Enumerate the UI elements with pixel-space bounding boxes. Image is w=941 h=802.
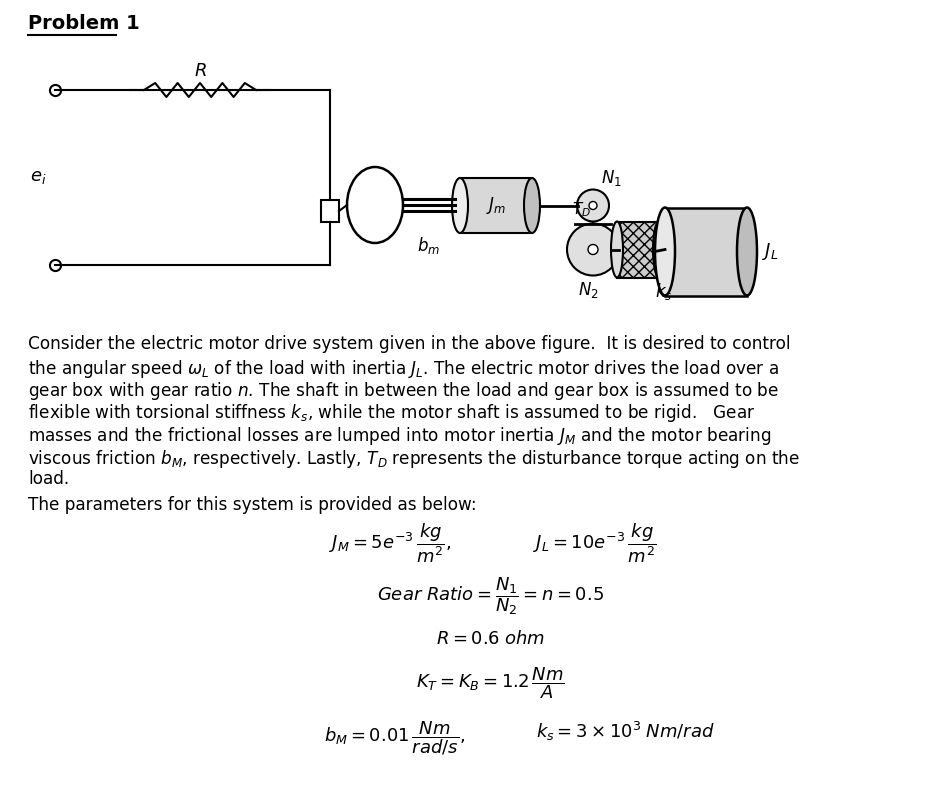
Text: $J_L$: $J_L$ xyxy=(762,241,778,262)
Text: $J_L = 10e^{-3}\,\dfrac{kg}{m^2}$: $J_L = 10e^{-3}\,\dfrac{kg}{m^2}$ xyxy=(534,521,657,565)
Circle shape xyxy=(588,245,598,254)
Text: Problem 1: Problem 1 xyxy=(28,14,140,33)
Circle shape xyxy=(577,189,609,221)
Ellipse shape xyxy=(653,221,665,277)
Text: $b_M = 0.01\,\dfrac{Nm}{rad/s},$: $b_M = 0.01\,\dfrac{Nm}{rad/s},$ xyxy=(325,719,466,757)
Text: $R = 0.6\; ohm$: $R = 0.6\; ohm$ xyxy=(436,630,545,647)
Bar xyxy=(665,208,747,295)
Text: load.: load. xyxy=(28,470,70,488)
Circle shape xyxy=(589,201,597,209)
Text: masses and the frictional losses are lumped into motor inertia $J_M$ and the mot: masses and the frictional losses are lum… xyxy=(28,425,772,447)
Text: $b_m$: $b_m$ xyxy=(418,235,440,256)
Text: $N_2$: $N_2$ xyxy=(578,280,598,299)
Bar xyxy=(321,200,339,222)
Text: $J_M = 5e^{-3}\,\dfrac{kg}{m^2},$: $J_M = 5e^{-3}\,\dfrac{kg}{m^2},$ xyxy=(329,521,451,565)
Text: viscous friction $b_M$, respectively. Lastly, $T_D$ represents the disturbance t: viscous friction $b_M$, respectively. La… xyxy=(28,448,800,469)
Text: Consider the electric motor drive system given in the above figure.  It is desir: Consider the electric motor drive system… xyxy=(28,335,790,353)
Ellipse shape xyxy=(452,178,468,233)
Text: gear box with gear ratio $n$. The shaft in between the load and gear box is assu: gear box with gear ratio $n$. The shaft … xyxy=(28,380,779,402)
Text: $k_s = 3 \times 10^3\; Nm/rad$: $k_s = 3 \times 10^3\; Nm/rad$ xyxy=(535,719,714,743)
Text: $k_s$: $k_s$ xyxy=(655,281,673,302)
Bar xyxy=(460,178,532,233)
Text: the angular speed $\omega_L$ of the load with inertia $J_L$. The electric motor : the angular speed $\omega_L$ of the load… xyxy=(28,358,779,379)
Circle shape xyxy=(567,224,619,276)
Ellipse shape xyxy=(347,167,403,243)
Text: $J_m$: $J_m$ xyxy=(486,195,506,216)
Text: $T_D$: $T_D$ xyxy=(572,200,591,220)
Ellipse shape xyxy=(655,208,675,295)
Text: flexible with torsional stiffness $k_s$, while the motor shaft is assumed to be : flexible with torsional stiffness $k_s$,… xyxy=(28,403,756,424)
Text: $R$: $R$ xyxy=(194,62,206,80)
Ellipse shape xyxy=(524,178,540,233)
Ellipse shape xyxy=(737,208,757,295)
Text: The parameters for this system is provided as below:: The parameters for this system is provid… xyxy=(28,496,477,513)
Text: $\mathit{Gear\ Ratio} = \dfrac{N_1}{N_2} = n = 0.5$: $\mathit{Gear\ Ratio} = \dfrac{N_1}{N_2}… xyxy=(376,576,603,618)
Ellipse shape xyxy=(611,221,623,277)
Text: $N_1$: $N_1$ xyxy=(601,168,622,188)
Text: $K_T = K_B = 1.2\,\dfrac{Nm}{A}$: $K_T = K_B = 1.2\,\dfrac{Nm}{A}$ xyxy=(416,666,565,701)
Text: $e_i$: $e_i$ xyxy=(30,168,47,187)
Bar xyxy=(617,221,659,277)
